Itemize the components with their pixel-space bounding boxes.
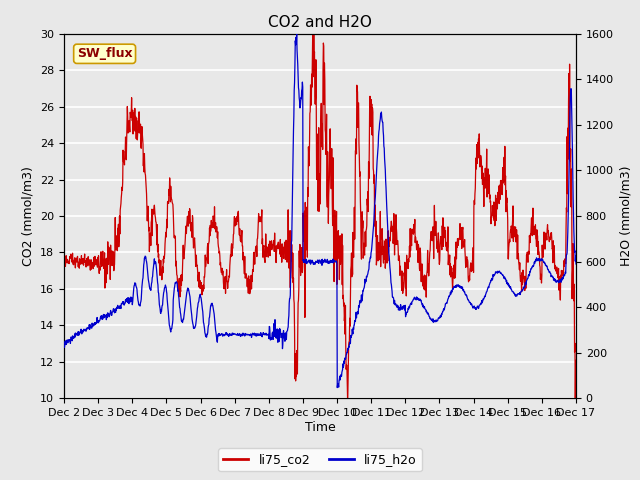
X-axis label: Time: Time <box>305 421 335 434</box>
Title: CO2 and H2O: CO2 and H2O <box>268 15 372 30</box>
Legend: li75_co2, li75_h2o: li75_co2, li75_h2o <box>218 448 422 471</box>
Text: SW_flux: SW_flux <box>77 48 132 60</box>
Y-axis label: CO2 (mmol/m3): CO2 (mmol/m3) <box>22 166 35 266</box>
Y-axis label: H2O (mmol/m3): H2O (mmol/m3) <box>620 166 632 266</box>
